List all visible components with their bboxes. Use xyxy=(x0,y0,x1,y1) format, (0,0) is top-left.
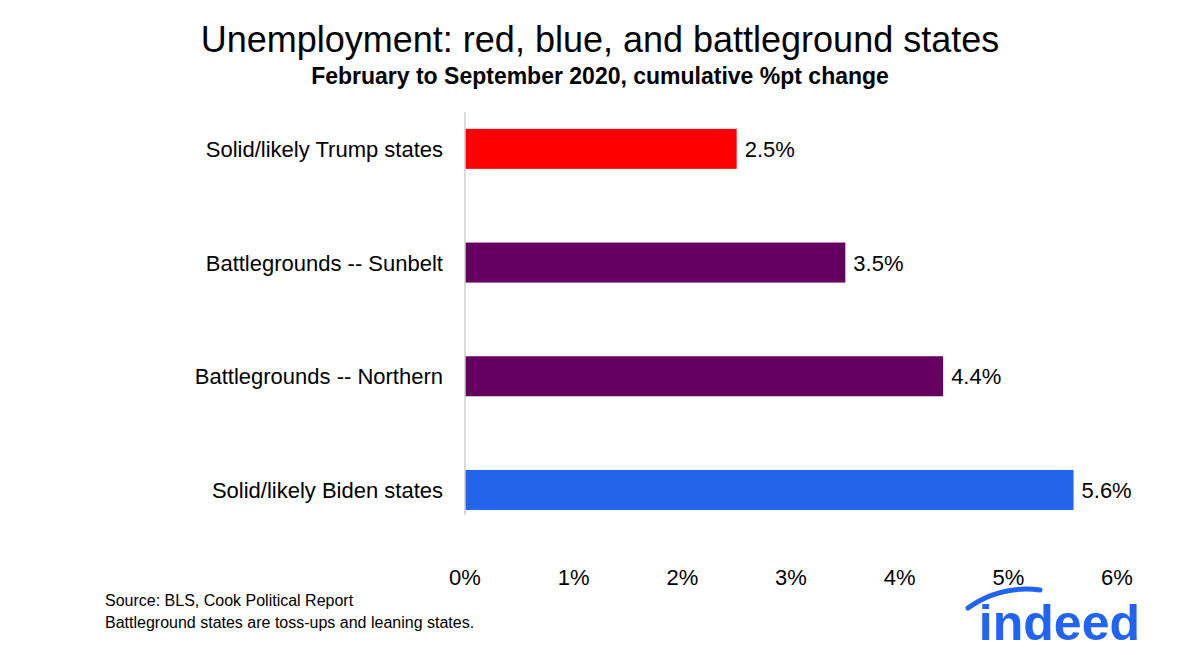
tick-label: 6% xyxy=(1101,565,1133,590)
tick-label: 5% xyxy=(992,565,1024,590)
data-label: 3.5% xyxy=(853,251,903,276)
category-label: Solid/likely Trump states xyxy=(206,137,443,162)
logo: indeed xyxy=(968,589,1140,651)
title: Unemployment: red, blue, and battlegroun… xyxy=(201,19,1000,60)
category-label: Battlegrounds -- Sunbelt xyxy=(206,251,443,276)
data-label: 2.5% xyxy=(745,137,795,162)
logo-text: indeed xyxy=(979,595,1140,651)
axis-line xyxy=(464,112,466,515)
bars xyxy=(465,129,1074,510)
note: Source: BLS, Cook Political Report xyxy=(105,592,354,609)
data-label: 4.4% xyxy=(951,364,1001,389)
chart: Unemployment: red, blue, and battlegroun… xyxy=(0,0,1200,655)
tick-label: 3% xyxy=(775,565,807,590)
bar xyxy=(465,470,1074,510)
tick-label: 0% xyxy=(449,565,481,590)
bar xyxy=(465,356,943,396)
category-label: Battlegrounds -- Northern xyxy=(195,364,443,389)
category-label: Solid/likely Biden states xyxy=(212,478,443,503)
tick-label: 1% xyxy=(558,565,590,590)
bar xyxy=(465,129,737,169)
note: Battleground states are toss-ups and lea… xyxy=(105,614,474,631)
subtitle: February to September 2020, cumulative %… xyxy=(311,63,889,89)
tick-label: 2% xyxy=(666,565,698,590)
bar xyxy=(465,243,845,283)
data-label: 5.6% xyxy=(1082,478,1132,503)
tick-label: 4% xyxy=(884,565,916,590)
